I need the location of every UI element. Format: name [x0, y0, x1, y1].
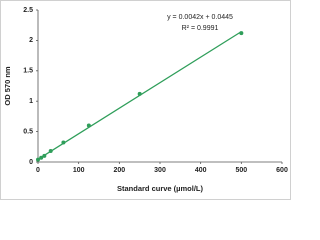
- y-tick-label: 2.5: [23, 7, 33, 14]
- x-axis-label: Standard curve (µmol/L): [117, 184, 204, 193]
- x-tick-label: 600: [276, 167, 288, 174]
- chart: OD 570 nm Standard curve (µmol/L) y = 0.…: [0, 0, 291, 200]
- y-tick-label: 2: [29, 37, 33, 44]
- page: {"chart_data": {"type": "scatter", "x_la…: [0, 0, 291, 200]
- x-tick-label: 100: [73, 167, 85, 174]
- y-axis-label: OD 570 nm: [3, 66, 12, 106]
- x-tick-label: 500: [235, 167, 247, 174]
- equation: y = 0.0042x + 0.0445: [167, 14, 233, 21]
- x-tick-label: 0: [36, 167, 40, 174]
- data-point: [48, 149, 53, 154]
- data-point: [61, 140, 66, 145]
- x-tick-label: 300: [154, 167, 166, 174]
- y-tick-label: 0.5: [23, 128, 33, 135]
- data-point: [137, 91, 142, 96]
- data-point: [42, 153, 47, 158]
- x-tick-label: 400: [195, 167, 207, 174]
- data-point: [39, 155, 44, 160]
- y-tick-label: 0: [29, 159, 33, 166]
- data-point: [86, 123, 91, 128]
- data-point: [239, 31, 244, 36]
- data-point: [36, 157, 40, 162]
- x-tick-label: 200: [113, 167, 125, 174]
- r-squared: R² = 0.9991: [182, 25, 219, 32]
- y-tick-label: 1: [29, 98, 33, 105]
- y-tick-label: 1.5: [23, 68, 33, 75]
